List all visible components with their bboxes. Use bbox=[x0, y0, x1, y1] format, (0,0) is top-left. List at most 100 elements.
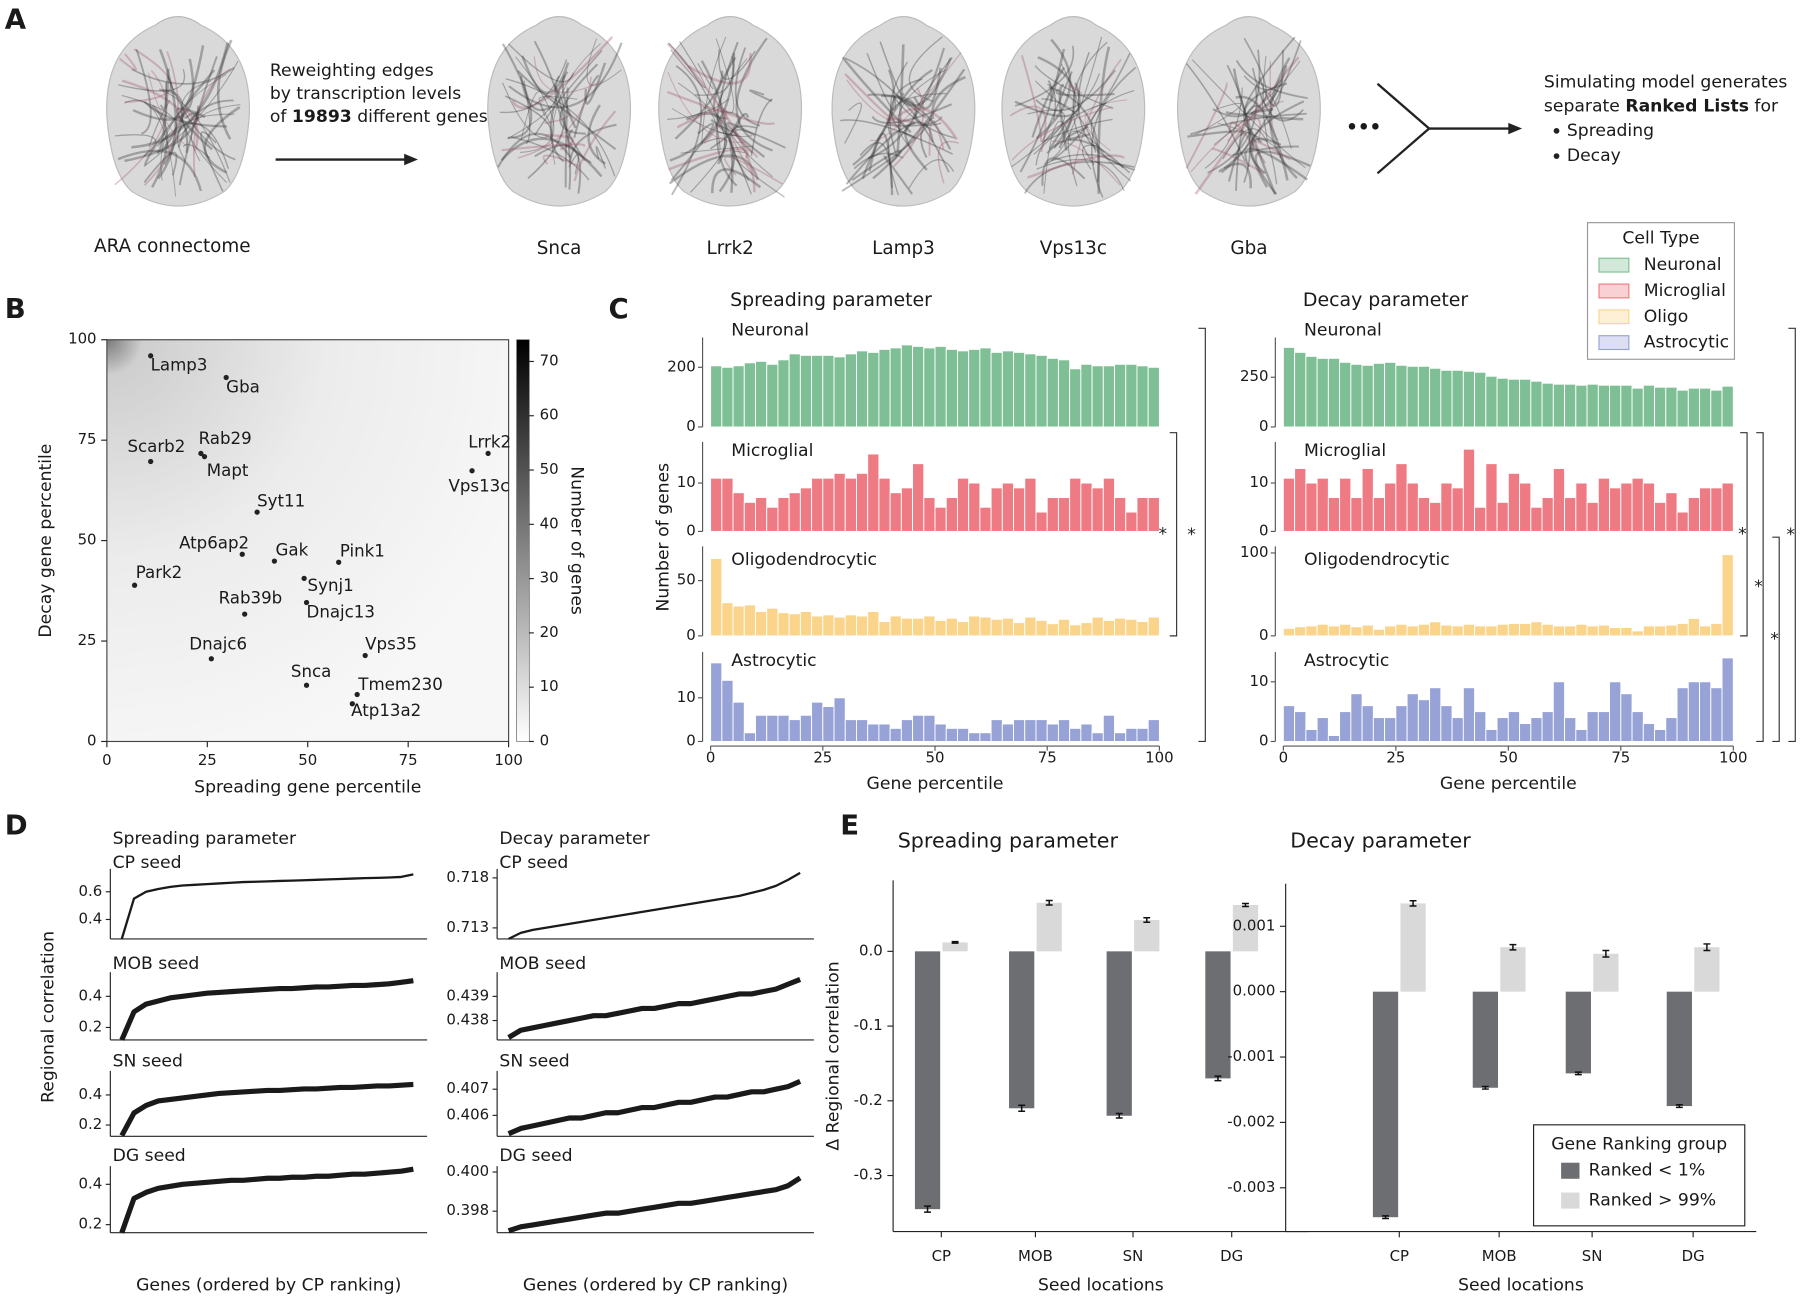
legend-label: Neuronal bbox=[1644, 255, 1722, 275]
y-tick-label: 0 bbox=[1259, 731, 1268, 749]
brain-edge bbox=[731, 150, 785, 198]
brain-edge bbox=[497, 132, 572, 168]
bar bbox=[1106, 951, 1132, 1116]
brain-edge bbox=[118, 53, 137, 71]
gene-label: Lrrk2 bbox=[468, 433, 511, 452]
brain-image bbox=[106, 16, 250, 207]
histogram-bar bbox=[1013, 351, 1026, 428]
brain-edge bbox=[694, 55, 735, 96]
histogram-bar bbox=[1564, 717, 1577, 742]
brain-edge bbox=[595, 146, 607, 169]
histogram-bar bbox=[1631, 711, 1644, 742]
histogram-bar bbox=[743, 362, 756, 428]
brain-edge bbox=[1041, 71, 1073, 143]
histogram-bar bbox=[1496, 623, 1509, 637]
y-tick-label: 25 bbox=[78, 631, 97, 649]
brain-edge bbox=[148, 72, 187, 147]
brain-edge bbox=[1043, 120, 1072, 194]
histogram-bar bbox=[1597, 711, 1611, 742]
gene-label: Rab29 bbox=[199, 429, 252, 448]
brain-edge bbox=[1048, 86, 1100, 182]
legend-swatch bbox=[1598, 309, 1630, 325]
histogram-bar bbox=[1507, 472, 1521, 532]
histogram-bar bbox=[1530, 717, 1543, 742]
brain-edge bbox=[161, 45, 205, 152]
histogram-bar bbox=[710, 365, 723, 428]
bullet-text: Decay bbox=[1567, 146, 1621, 166]
histogram-bar bbox=[1091, 616, 1104, 637]
brain-edge bbox=[1269, 61, 1279, 141]
brain-edge bbox=[1035, 38, 1072, 140]
histogram-bar bbox=[743, 604, 756, 637]
description: Simulating model generates bbox=[1544, 73, 1787, 93]
brain-edge bbox=[584, 62, 607, 105]
histogram-bar bbox=[1676, 389, 1689, 428]
seed-title: CP seed bbox=[113, 853, 182, 873]
text-line: separate Ranked Lists for bbox=[1544, 97, 1779, 117]
y-tick-label: -0.001 bbox=[1227, 1047, 1275, 1065]
brain-image bbox=[1001, 16, 1146, 207]
histogram-bar bbox=[1451, 369, 1464, 428]
histogram-bar bbox=[721, 602, 734, 637]
histogram-bar bbox=[900, 344, 914, 428]
brain-edge bbox=[534, 49, 603, 136]
brain-edge bbox=[114, 70, 167, 186]
histogram-bar bbox=[1564, 625, 1577, 637]
error-bar bbox=[924, 1205, 931, 1213]
column-title: Spreading parameter bbox=[730, 289, 932, 311]
brain-edge bbox=[507, 96, 557, 140]
brain-edge bbox=[1044, 52, 1131, 166]
brain-edge bbox=[161, 90, 231, 183]
histogram-bar bbox=[889, 727, 902, 742]
histogram-bar bbox=[1462, 687, 1476, 742]
brain-edge bbox=[1084, 99, 1128, 151]
histogram-bar bbox=[1035, 719, 1048, 742]
brain-edge bbox=[1258, 50, 1284, 107]
histogram-bar bbox=[1035, 354, 1048, 428]
bar bbox=[1666, 991, 1692, 1107]
histogram-bar bbox=[844, 477, 857, 532]
y-tick-label: 0.406 bbox=[446, 1105, 489, 1123]
brain-edge bbox=[710, 118, 736, 193]
histogram-bar bbox=[766, 506, 779, 532]
histogram-bar bbox=[833, 697, 846, 742]
brain-edge bbox=[542, 154, 580, 167]
histogram-bar bbox=[968, 615, 981, 637]
histogram-bar bbox=[1429, 621, 1442, 637]
brain-edge bbox=[511, 36, 614, 109]
gene-point bbox=[303, 682, 310, 688]
histogram-bar bbox=[1642, 625, 1656, 637]
column-title: Spreading parameter bbox=[113, 829, 297, 849]
histogram-bar bbox=[934, 723, 947, 742]
histogram-bar bbox=[1440, 482, 1453, 532]
brain-edge bbox=[1235, 60, 1308, 100]
brain-edge bbox=[1235, 95, 1289, 181]
gene-label: Vps13c bbox=[448, 476, 509, 495]
brain-edge bbox=[573, 74, 600, 139]
brain-edge bbox=[569, 123, 617, 162]
x-axis-label: Gene percentile bbox=[1440, 774, 1577, 794]
brain-edge bbox=[750, 98, 773, 157]
histogram-bar bbox=[755, 714, 768, 742]
brain-edge bbox=[567, 128, 592, 164]
text-piece: of bbox=[270, 107, 292, 127]
histogram-bar bbox=[1406, 693, 1419, 742]
brain-edge bbox=[1041, 157, 1086, 186]
brain-edge bbox=[124, 48, 172, 104]
brain-edge bbox=[181, 106, 199, 152]
colorbar-label: Number of genes bbox=[566, 466, 586, 615]
brain-edge bbox=[1190, 100, 1284, 173]
histogram-bar bbox=[1305, 482, 1318, 532]
x-tick-label: 0 bbox=[1279, 749, 1288, 767]
brain-edge bbox=[178, 56, 218, 186]
x-tick-label: 0 bbox=[706, 749, 715, 767]
histogram-bar bbox=[956, 350, 970, 428]
chart-title: Decay parameter bbox=[1290, 828, 1471, 852]
histogram-bar bbox=[1046, 357, 1059, 428]
y-axis-label: Regional correlation bbox=[38, 931, 58, 1103]
brain-edge bbox=[669, 52, 736, 162]
y-tick-label: 0.4 bbox=[79, 986, 103, 1004]
legend-swatch bbox=[1598, 257, 1630, 273]
brain-edge bbox=[749, 89, 773, 103]
y-tick-label: 10 bbox=[1249, 672, 1268, 690]
